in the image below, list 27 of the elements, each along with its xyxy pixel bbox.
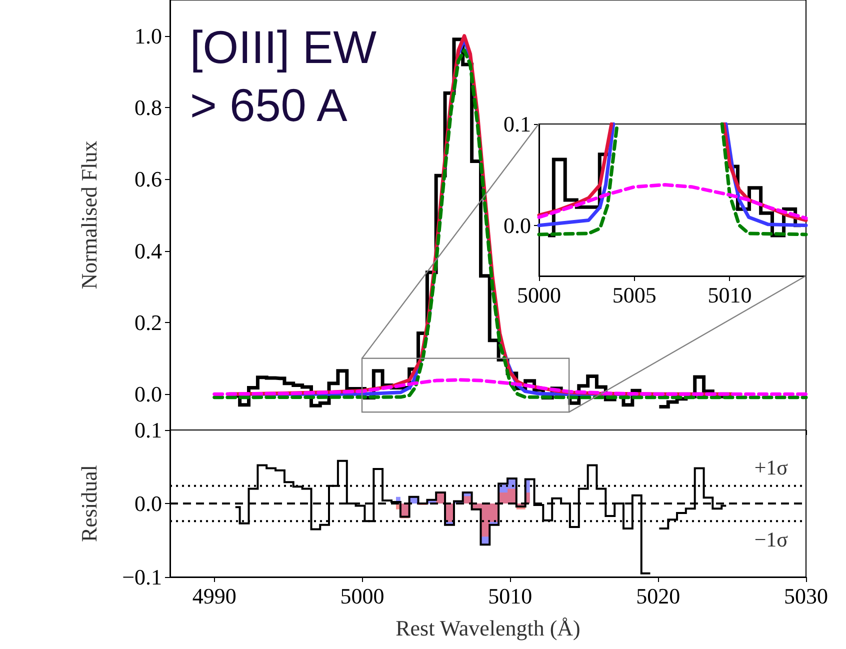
line-series [212,378,808,396]
y-tick-label: 0.1 [504,112,531,136]
y-tick-label: 0.0 [504,212,531,238]
y-tick-label: 0.4 [134,238,162,264]
y-tick-label: 0.1 [134,418,162,442]
y-tick-label: 0.6 [134,166,162,192]
ref-line-label: −1σ [754,528,788,552]
x-tick-label: 5005 [612,282,656,308]
y-tick-label: 0.0 [134,491,162,516]
x-tick-label: 5020 [636,584,680,608]
y-tick-label: −0.1 [122,564,162,590]
y-axis-title: Normalised Flux [76,140,102,290]
y-tick-label: 0.0 [134,382,162,407]
x-tick-label: 5010 [708,282,752,308]
x-tick-label: 5000 [340,584,384,608]
x-tick-label: 5000 [517,282,561,308]
annotation: [OIII] EW > 650 A [190,21,378,131]
ref-line-label: +1σ [754,455,788,480]
x-axis-title: Rest Wavelength (Å) [396,616,580,640]
y-tick-label: 0.2 [134,310,162,335]
x-tick-label: 5010 [488,584,532,608]
line-series [537,183,808,220]
y-tick-label: 0.8 [134,95,162,120]
x-tick-label: 4990 [192,584,236,608]
x-tick-label: 5030 [784,584,828,608]
y-tick-label: 1.0 [134,23,162,48]
y-axis-title: Residual [76,465,102,542]
